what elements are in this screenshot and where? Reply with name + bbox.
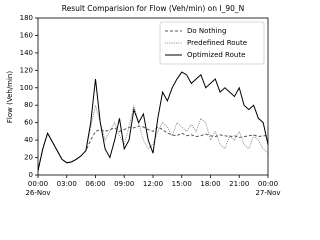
y-tick-label: 140	[20, 49, 33, 57]
y-tick-label: 180	[20, 14, 33, 22]
y-tick-label: 100	[20, 84, 33, 92]
x-tick-label: 18:00	[200, 180, 220, 188]
y-tick-label: 0	[29, 171, 33, 179]
chart: Result Comparision for Flow (Veh/min) on…	[6, 4, 281, 197]
legend-label: Predefined Route	[187, 39, 247, 47]
x-tick-label: 12:00	[143, 180, 163, 188]
x-tick-date: 27-Nov	[255, 189, 280, 197]
y-axis-label: Flow (Veh/min)	[6, 71, 14, 123]
x-tick-label: 03:00	[57, 180, 77, 188]
x-tick-label: 21:00	[229, 180, 249, 188]
legend-label: Optimized Route	[187, 51, 245, 59]
chart-title: Result Comparision for Flow (Veh/min) on…	[62, 4, 245, 13]
y-tick-label: 40	[24, 136, 33, 144]
series-line	[37, 105, 269, 171]
series-line	[37, 71, 269, 171]
legend-box	[159, 21, 265, 65]
x-tick-label: 00:00	[28, 180, 48, 188]
x-tick-label: 09:00	[114, 180, 134, 188]
series-line	[37, 125, 268, 171]
x-tick-date: 26-Nov	[25, 189, 50, 197]
x-tick-label: 00:00	[258, 180, 278, 188]
y-tick-label: 20	[24, 154, 33, 162]
y-tick-label: 60	[24, 119, 33, 127]
x-tick-label: 15:00	[172, 180, 192, 188]
y-tick-label: 120	[20, 66, 33, 74]
legend-label: Do Nothing	[187, 27, 226, 35]
y-tick-label: 80	[24, 101, 33, 109]
x-tick-label: 06:00	[85, 180, 105, 188]
y-tick-label: 160	[20, 31, 33, 39]
